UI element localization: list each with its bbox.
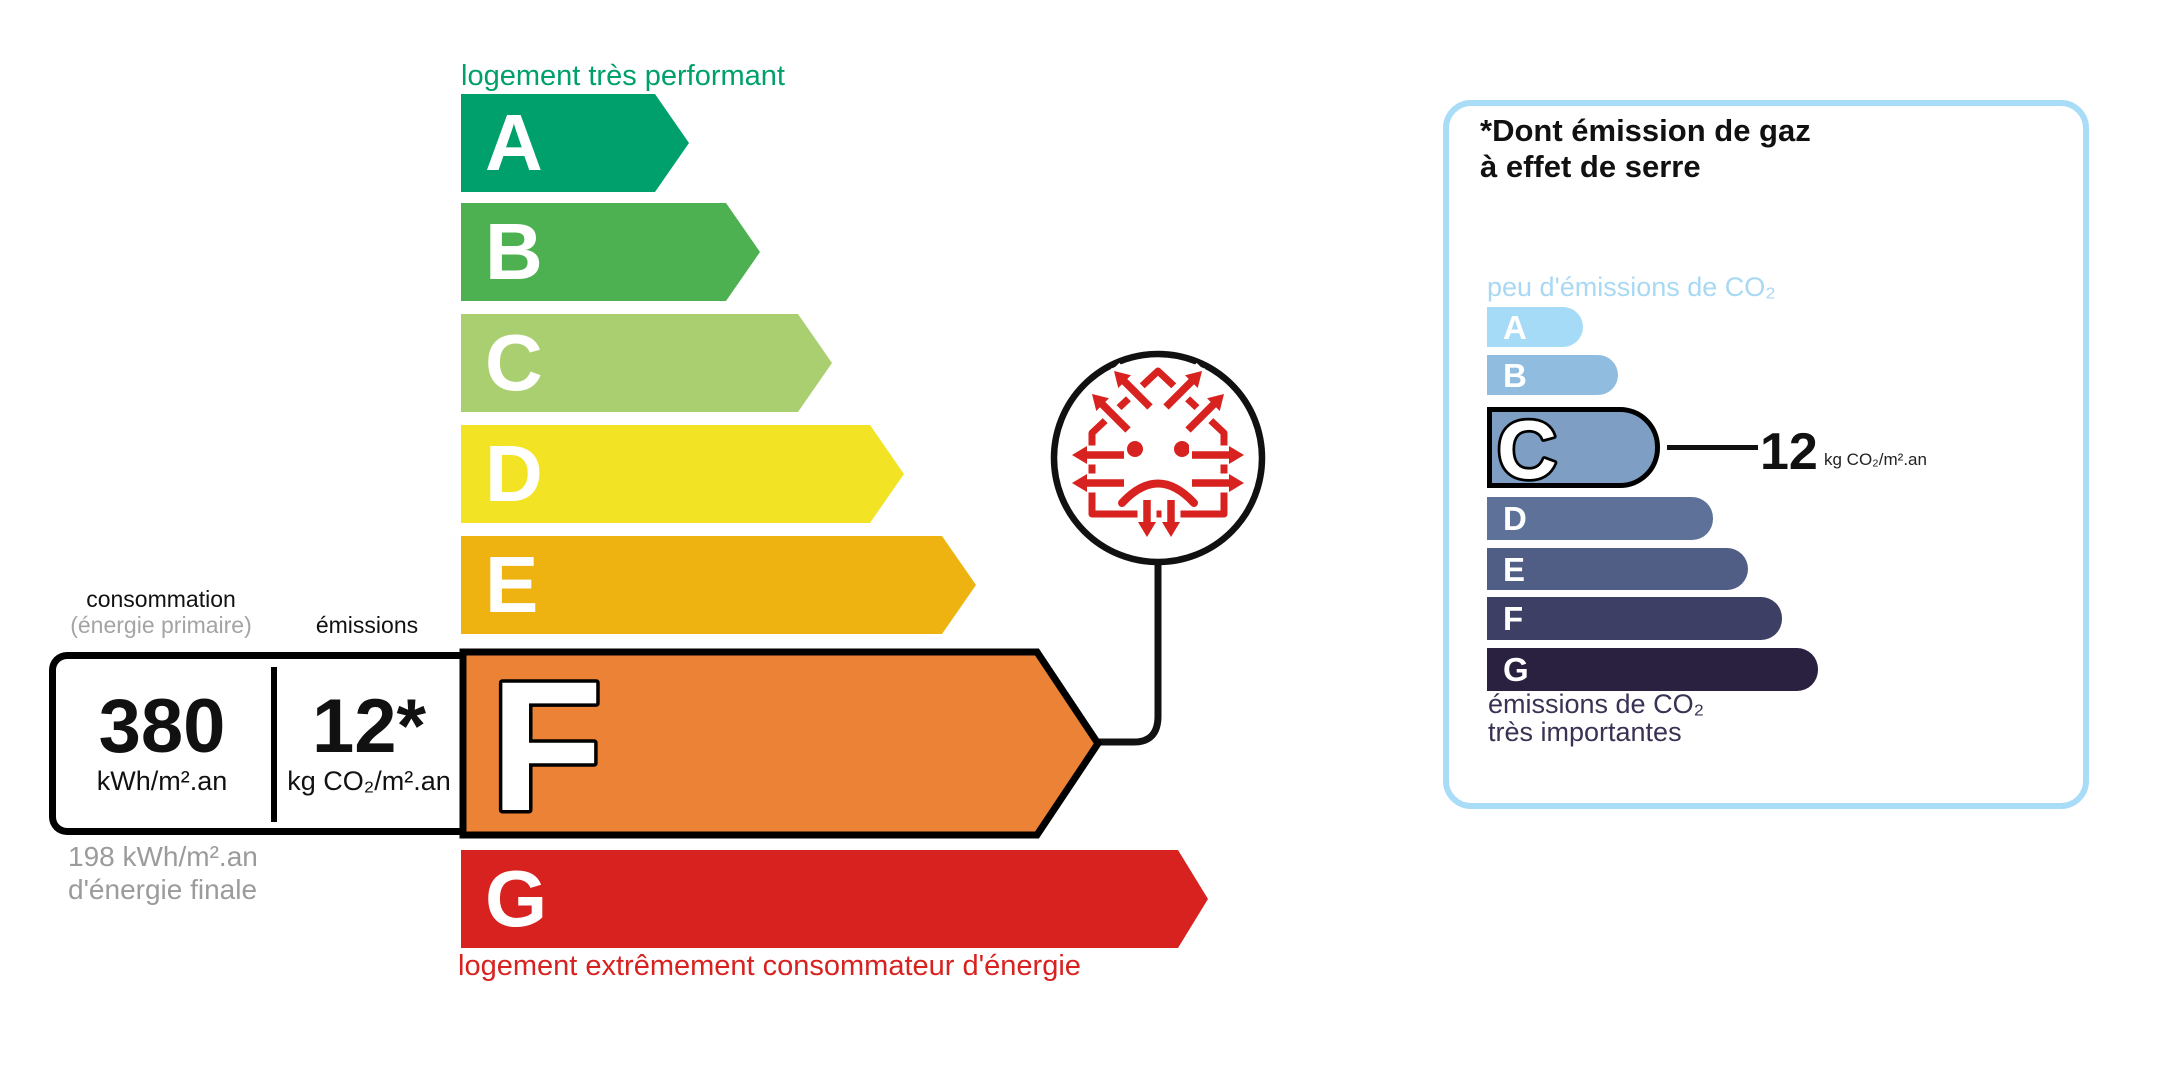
co2-class-bar-c bbox=[1487, 407, 1660, 488]
leak-arrow-part bbox=[1162, 522, 1180, 537]
co2-bottom-label-line1: émissions de CO₂ bbox=[1488, 689, 1705, 719]
consumption-value: 380 bbox=[98, 683, 226, 769]
leak-arrow-part bbox=[1229, 470, 1248, 496]
badge-connector-line bbox=[1098, 561, 1162, 746]
co2-class-letter: B bbox=[1503, 356, 1527, 394]
consumption-cell: 380 kWh/m².an bbox=[56, 664, 268, 824]
final-energy-note: 198 kWh/m².an d'énergie finale bbox=[68, 840, 258, 906]
co2-class-letter: F bbox=[1503, 600, 1524, 637]
leak-arrow-part bbox=[1207, 394, 1224, 411]
energy-scale-bottom-label: logement extrêmement consommateur d'éner… bbox=[458, 950, 1081, 982]
leak-arrow-part bbox=[1098, 400, 1131, 433]
leak-arrow-part bbox=[1089, 391, 1112, 414]
final-energy-line1: 198 kWh/m².an bbox=[68, 841, 258, 872]
energy-class-bar-b: B bbox=[461, 203, 760, 301]
co2-value-unit: kg CO₂/m².an bbox=[1824, 450, 1927, 469]
energy-class-letter: B bbox=[485, 207, 543, 296]
house-eye-left bbox=[1127, 441, 1143, 457]
badge-circle bbox=[1050, 350, 1266, 566]
house-frown-mouth bbox=[1118, 479, 1198, 507]
readout-divider bbox=[271, 667, 277, 822]
sad-house-energy-leak-icon bbox=[1068, 362, 1248, 541]
co2-class-letter: E bbox=[1503, 550, 1526, 588]
co2-class-bar-b: B bbox=[1487, 355, 1618, 395]
co2-class-letter: G bbox=[1503, 651, 1529, 688]
energy-class-letter: G bbox=[485, 854, 548, 943]
co2-panel-title: *Dont émission de gaz à effet de serre bbox=[1480, 113, 1811, 185]
co2-class-bar-g: G bbox=[1487, 648, 1818, 691]
leak-arrow-part bbox=[1229, 442, 1248, 468]
leak-arrow-part bbox=[1072, 446, 1087, 464]
leak-arrow-part bbox=[1229, 446, 1244, 464]
leak-arrow-part bbox=[1068, 442, 1087, 468]
house-eye-right bbox=[1174, 441, 1190, 457]
consumption-sublabel: (énergie primaire) bbox=[70, 612, 252, 638]
emissions-value: 12* bbox=[311, 683, 427, 769]
energy-class-letter: E bbox=[485, 540, 539, 629]
energy-scale-top-label: logement très performant bbox=[461, 60, 785, 92]
energy-class-letter: A bbox=[485, 98, 543, 187]
leak-arrow-part bbox=[1204, 391, 1227, 414]
leak-arrow-part bbox=[1105, 362, 1159, 416]
co2-title-line1: *Dont émission de gaz bbox=[1480, 113, 1811, 148]
energy-class-bar-d: D bbox=[461, 425, 904, 523]
energy-class-letter: D bbox=[485, 429, 543, 518]
leak-arrow-part bbox=[1092, 394, 1109, 411]
value-readout-box bbox=[49, 652, 463, 835]
co2-scale-top-label: peu d'émissions de CO₂ bbox=[1487, 272, 1776, 302]
leak-arrow-part bbox=[1068, 470, 1087, 496]
co2-class-bar-a: A bbox=[1487, 307, 1583, 347]
final-energy-line2: d'énergie finale bbox=[68, 874, 258, 905]
energy-class-bar-c: C bbox=[461, 314, 832, 412]
co2-value-connector-line bbox=[1667, 445, 1758, 450]
leak-arrow-part bbox=[1120, 377, 1153, 410]
emissions-cell: 12* kg CO₂/m².an bbox=[281, 664, 457, 824]
leak-arrow-part bbox=[1185, 400, 1218, 433]
co2-class-bar-e: E bbox=[1487, 548, 1748, 590]
leak-arrow-part bbox=[1083, 385, 1137, 439]
leak-arrow-part bbox=[1114, 371, 1131, 388]
leak-arrow-part bbox=[1182, 368, 1205, 391]
co2-value: 12 bbox=[1760, 423, 1818, 481]
emissions-label: émissions bbox=[315, 612, 419, 638]
leak-arrow-part bbox=[1157, 362, 1211, 416]
energy-class-f-arrow bbox=[459, 648, 1103, 839]
house-outline bbox=[1088, 367, 1228, 518]
leak-arrow-part bbox=[1185, 371, 1202, 388]
energy-class-bar-g: G bbox=[461, 850, 1208, 948]
leak-arrow-part bbox=[1072, 474, 1087, 492]
consumption-label: consommation bbox=[86, 586, 236, 612]
leak-arrow-part bbox=[1158, 522, 1184, 541]
energy-class-bar-e: E bbox=[461, 536, 976, 634]
leak-arrow-part bbox=[1229, 474, 1244, 492]
leak-arrow-part bbox=[1111, 368, 1134, 391]
co2-class-bar-f: F bbox=[1487, 597, 1782, 640]
energy-class-f-letter: F bbox=[490, 644, 603, 850]
co2-class-bar-d: D bbox=[1487, 497, 1713, 540]
energy-class-letter: C bbox=[485, 318, 543, 407]
leak-arrow-part bbox=[1138, 522, 1156, 537]
energy-leak-arrows bbox=[1068, 362, 1248, 541]
leak-arrow-part bbox=[1179, 385, 1233, 439]
co2-class-letter: D bbox=[1503, 500, 1527, 537]
emissions-unit: kg CO₂/m².an bbox=[287, 765, 451, 796]
energy-class-bar-a: A bbox=[461, 94, 689, 192]
co2-title-line2: à effet de serre bbox=[1480, 149, 1701, 184]
co2-bottom-label-line2: très importantes bbox=[1488, 717, 1682, 747]
consumption-unit: kWh/m².an bbox=[96, 765, 228, 796]
co2-scale-bottom-label: émissions de CO₂ très importantes bbox=[1488, 690, 1704, 746]
co2-class-letter: A bbox=[1503, 308, 1527, 346]
leak-arrow-part bbox=[1134, 522, 1160, 541]
leak-arrow-part bbox=[1163, 377, 1196, 410]
